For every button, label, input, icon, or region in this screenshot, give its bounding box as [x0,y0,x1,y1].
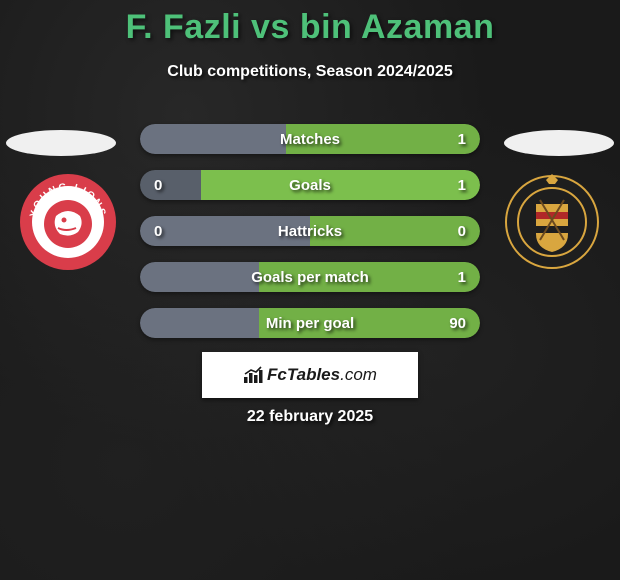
player-ellipse-right [504,130,614,156]
stat-label: Goals [140,177,480,194]
stat-label: Matches [140,131,480,148]
stats-container: 1Matches 01Goals 00Hattricks 1Goals per mat… [140,124,480,354]
branding-text: FcTables.com [267,365,377,385]
page-title: F. Fazli vs bin Azaman [0,0,620,47]
subtitle: Club competitions, Season 2024/2025 [0,63,620,81]
stat-label: Goals per match [140,269,480,286]
stat-row: 01Goals [140,170,480,200]
branding-box: FcTables.com [202,352,418,398]
stat-row: 00Hattricks [140,216,480,246]
stat-label: Hattricks [140,223,480,240]
stat-row: 90Min per goal [140,308,480,338]
team-badge-right [502,172,602,272]
player-ellipse-left [6,130,116,156]
stat-row: 1Matches [140,124,480,154]
stat-label: Min per goal [140,315,480,332]
team-badge-left: YOUNG LIONS [18,172,118,272]
stat-row: 1Goals per match [140,262,480,292]
chart-icon [243,366,263,384]
date-text: 22 february 2025 [0,408,620,426]
